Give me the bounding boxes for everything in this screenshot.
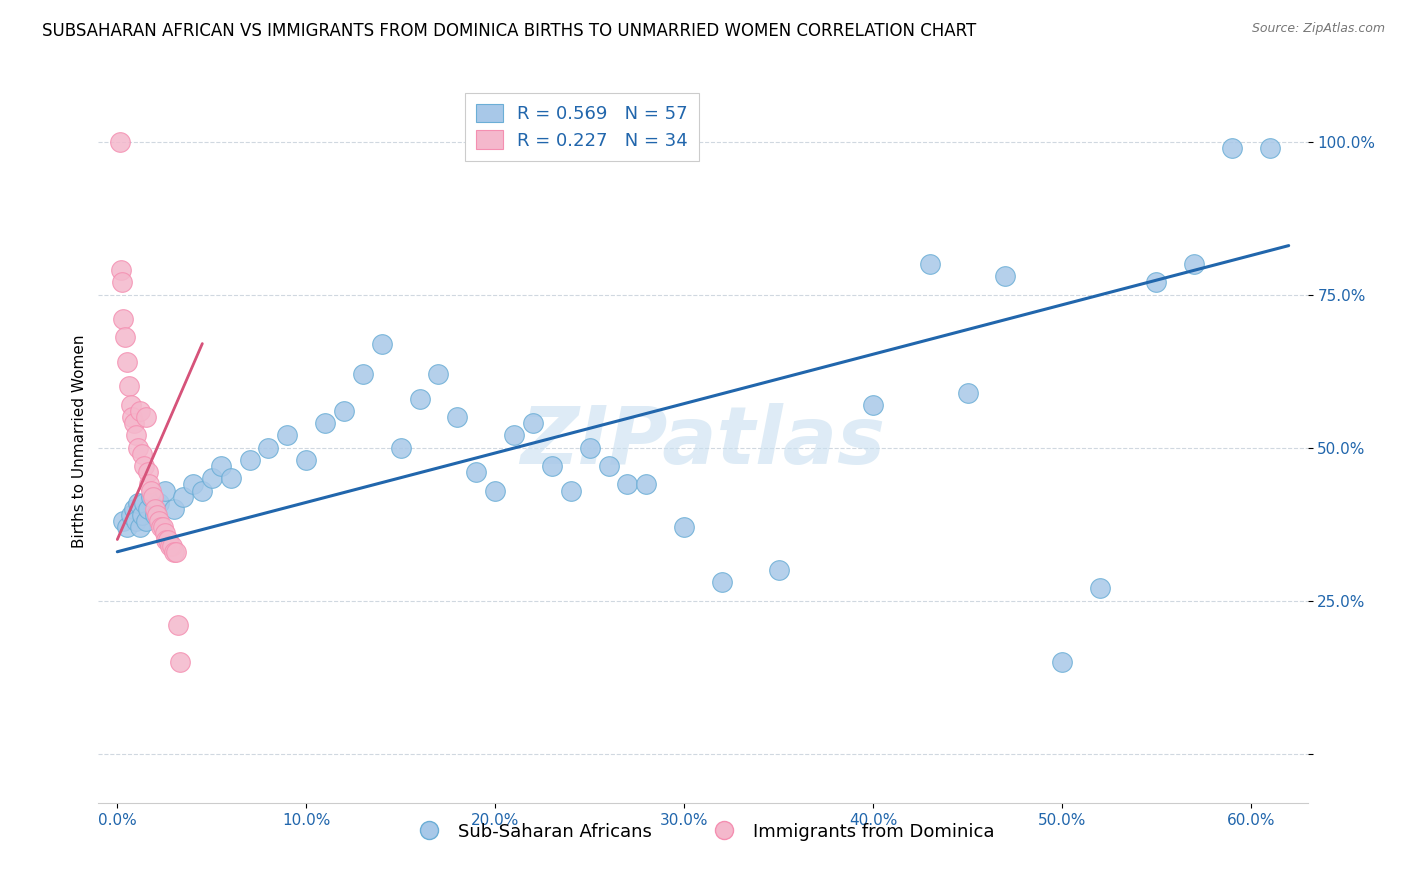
Point <box>111 312 134 326</box>
Point <box>333 404 356 418</box>
Point <box>1144 276 1167 290</box>
Point <box>522 416 544 430</box>
Point <box>1050 655 1073 669</box>
Point <box>142 490 165 504</box>
Point <box>295 453 318 467</box>
Point <box>115 355 138 369</box>
Point <box>141 490 163 504</box>
Point <box>673 520 696 534</box>
Point <box>578 441 600 455</box>
Point <box>127 441 149 455</box>
Point <box>129 520 152 534</box>
Point <box>131 447 153 461</box>
Point <box>598 458 620 473</box>
Point <box>918 257 941 271</box>
Point <box>219 471 242 485</box>
Y-axis label: Births to Unmarried Women: Births to Unmarried Women <box>72 334 87 549</box>
Point <box>446 410 468 425</box>
Point <box>120 398 142 412</box>
Point <box>1220 141 1243 155</box>
Point <box>143 508 166 522</box>
Point <box>201 471 224 485</box>
Point <box>148 514 170 528</box>
Point <box>146 508 169 522</box>
Point <box>540 458 562 473</box>
Point <box>768 563 790 577</box>
Point <box>155 533 177 547</box>
Point <box>160 539 183 553</box>
Point <box>132 458 155 473</box>
Point <box>408 392 430 406</box>
Point <box>153 483 176 498</box>
Point <box>148 496 170 510</box>
Point <box>127 496 149 510</box>
Point <box>276 428 298 442</box>
Point <box>152 520 174 534</box>
Point <box>163 502 186 516</box>
Point <box>121 410 143 425</box>
Point <box>172 490 194 504</box>
Point <box>108 135 131 149</box>
Point <box>371 336 394 351</box>
Point <box>862 398 884 412</box>
Point <box>138 477 160 491</box>
Point <box>257 441 280 455</box>
Point <box>616 477 638 491</box>
Point <box>427 367 450 381</box>
Point <box>111 276 134 290</box>
Point <box>503 428 526 442</box>
Text: SUBSAHARAN AFRICAN VS IMMIGRANTS FROM DOMINICA BIRTHS TO UNMARRIED WOMEN CORRELA: SUBSAHARAN AFRICAN VS IMMIGRANTS FROM DO… <box>42 22 976 40</box>
Point <box>124 416 146 430</box>
Point <box>132 496 155 510</box>
Point <box>136 502 159 516</box>
Point <box>114 330 136 344</box>
Point <box>124 502 146 516</box>
Point <box>136 465 159 479</box>
Point <box>135 514 157 528</box>
Point <box>153 526 176 541</box>
Point <box>1182 257 1205 271</box>
Point <box>994 269 1017 284</box>
Point <box>163 545 186 559</box>
Point <box>209 458 232 473</box>
Point <box>129 404 152 418</box>
Point <box>159 539 181 553</box>
Point <box>314 416 336 430</box>
Point <box>125 514 148 528</box>
Point <box>181 477 204 491</box>
Point <box>165 545 187 559</box>
Point <box>115 520 138 534</box>
Point <box>191 483 214 498</box>
Point <box>239 453 262 467</box>
Point <box>1088 582 1111 596</box>
Point <box>120 508 142 522</box>
Point <box>143 502 166 516</box>
Point <box>956 385 979 400</box>
Point <box>484 483 506 498</box>
Point <box>710 575 733 590</box>
Point <box>135 410 157 425</box>
Legend: Sub-Saharan Africans, Immigrants from Dominica: Sub-Saharan Africans, Immigrants from Do… <box>404 815 1002 848</box>
Point <box>141 483 163 498</box>
Point <box>118 379 141 393</box>
Point <box>149 520 172 534</box>
Point <box>389 441 412 455</box>
Point <box>560 483 582 498</box>
Point <box>125 428 148 442</box>
Point <box>636 477 658 491</box>
Point <box>352 367 374 381</box>
Point <box>157 533 180 547</box>
Point <box>166 618 188 632</box>
Text: ZIPatlas: ZIPatlas <box>520 402 886 481</box>
Point <box>131 508 153 522</box>
Text: Source: ZipAtlas.com: Source: ZipAtlas.com <box>1251 22 1385 36</box>
Point <box>465 465 488 479</box>
Point <box>1258 141 1281 155</box>
Point <box>110 263 132 277</box>
Point <box>169 655 191 669</box>
Point <box>111 514 134 528</box>
